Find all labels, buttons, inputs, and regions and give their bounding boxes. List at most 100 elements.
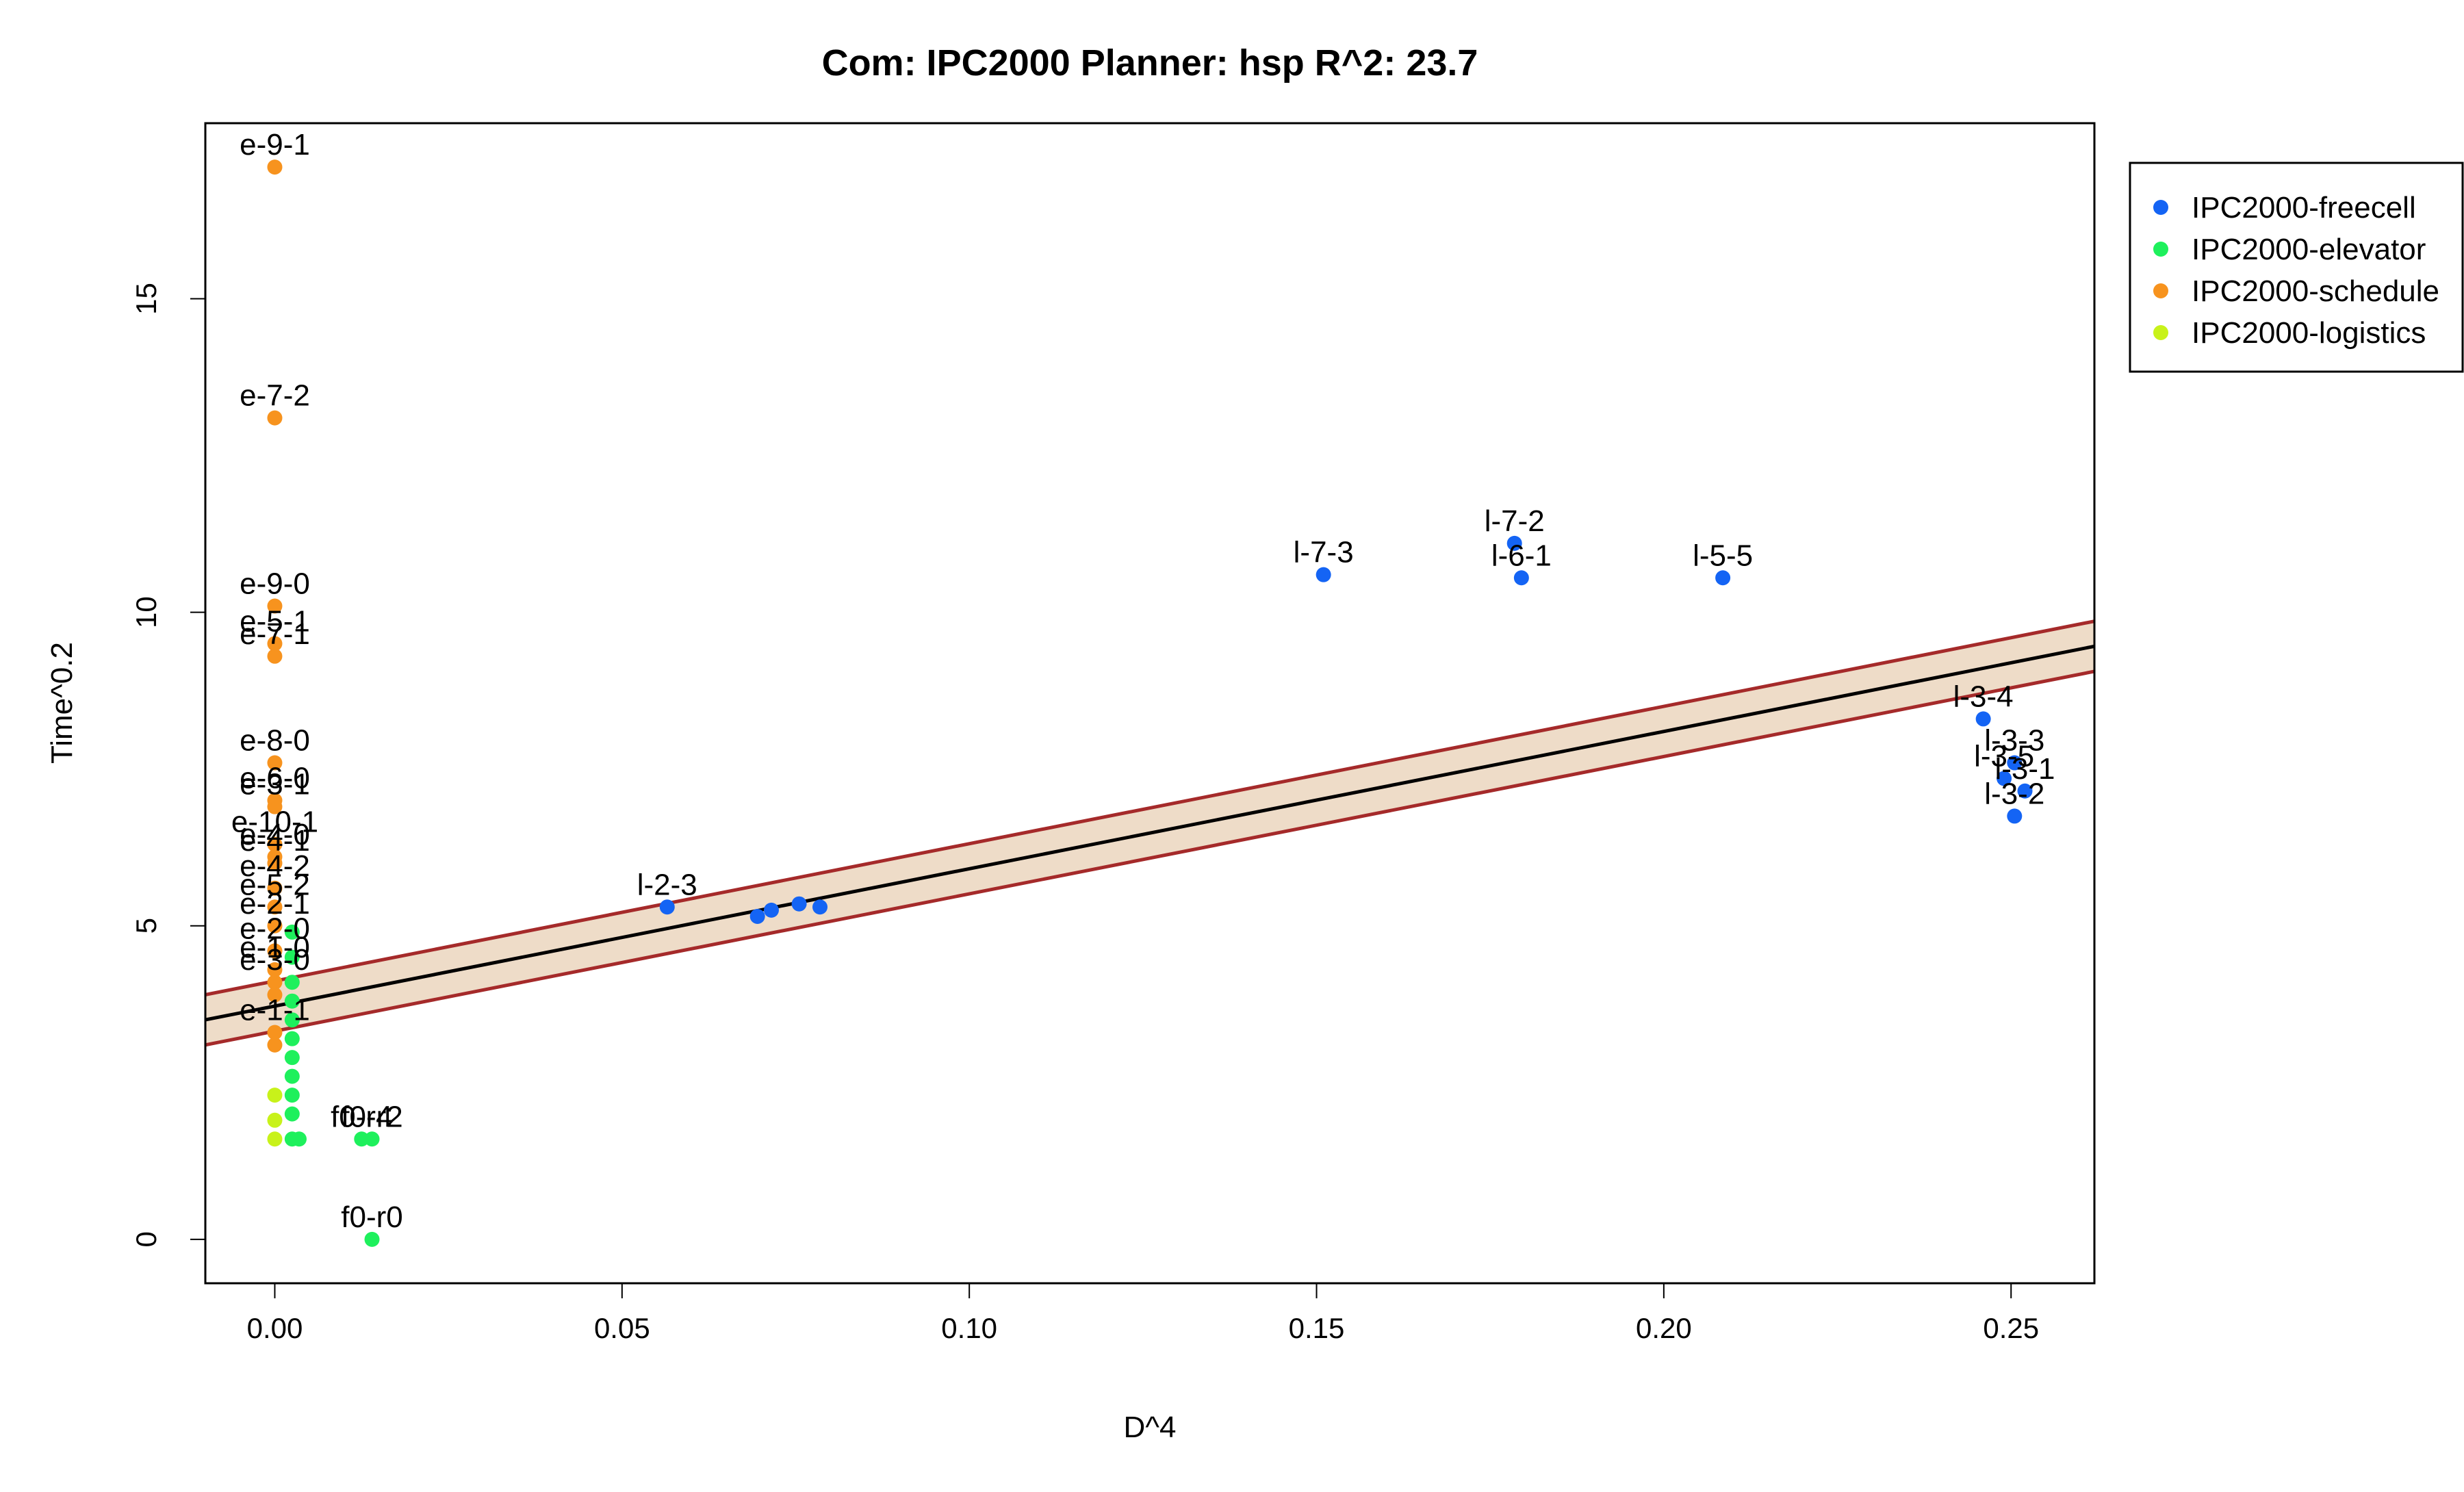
point-label: e-5-1 [240, 604, 310, 638]
point-ipc2000-schedule [267, 648, 283, 664]
point-ipc2000-elevator [284, 1050, 300, 1066]
point-label: e-8-0 [240, 724, 310, 758]
point-ipc2000-freecell [1975, 711, 1991, 727]
x-tick-label: 0.20 [1636, 1312, 1692, 1344]
x-tick-label: 0.10 [941, 1312, 997, 1344]
point-ipc2000-schedule [267, 836, 283, 852]
point-ipc2000-freecell [2007, 808, 2023, 824]
point-label: l-3-4 [1953, 680, 2014, 713]
y-tick-label: 15 [130, 283, 162, 315]
legend-box [2129, 162, 2464, 373]
point-ipc2000-elevator [291, 1131, 307, 1147]
legend: IPC2000-freecell IPC2000-elevator IPC2000-… [2129, 162, 2464, 373]
point-label: l-5-5 [1693, 539, 1753, 572]
point-label: e-4-1 [240, 824, 310, 858]
point-ipc2000-elevator [284, 1012, 300, 1028]
point-ipc2000-schedule [267, 962, 283, 977]
point-ipc2000-elevator [284, 993, 300, 1009]
point-label: l-6-1 [1491, 539, 1552, 572]
point-ipc2000-freecell [812, 899, 828, 915]
point-ipc2000-schedule [267, 987, 283, 1003]
point-ipc2000-freecell [1316, 567, 1331, 582]
point-ipc2000-elevator [284, 975, 300, 990]
point-ipc2000-freecell [1513, 570, 1529, 586]
point-ipc2000-schedule [267, 975, 283, 990]
point-label: l-3-3 [1984, 724, 2044, 758]
point-ipc2000-freecell [1506, 535, 1522, 551]
point-ipc2000-schedule [267, 636, 283, 652]
point-label: e-1-0 [240, 931, 310, 964]
point-ipc2000-freecell [791, 896, 807, 912]
point-label: l-3-2 [1984, 777, 2044, 810]
legend-marker [2153, 325, 2168, 340]
point-labels: l-2-3 l-7-3 l-7-2l-6-1 l-5-5 l-3-4 l-3-3l-3-5… [231, 128, 2055, 1234]
y-tick-label: 10 [130, 596, 162, 628]
point-ipc2000-freecell [2007, 755, 2023, 771]
point-ipc2000-schedule [267, 755, 283, 771]
x-tick-label: 0.05 [594, 1312, 650, 1344]
point-ipc2000-elevator [364, 1131, 380, 1147]
x-tick-label: 0.15 [1289, 1312, 1345, 1344]
point-ipc2000-freecell [2017, 783, 2033, 799]
fit-line [205, 644, 2094, 1022]
legend-marker [2153, 200, 2168, 215]
y-axis-title: Time^0.2 [45, 642, 79, 764]
band-lower-line [205, 669, 2094, 1047]
point-ipc2000-schedule [267, 410, 283, 426]
point-label: e-4-2 [240, 849, 310, 883]
point-ipc2000-freecell [749, 909, 765, 925]
chart-title: Com: IPC2000 Planner: hsp R^2: 23.7 [822, 42, 1478, 83]
point-ipc2000-schedule [267, 880, 283, 896]
point-label: e-9-1 [240, 128, 310, 162]
x-tick-label: 0.25 [1983, 1312, 2039, 1344]
point-ipc2000-schedule [267, 1025, 283, 1040]
point-label: e-5-2 [240, 868, 310, 901]
point-label: e-4-0 [240, 818, 310, 851]
legend-marker [2153, 242, 2168, 257]
point-label: l-2-3 [637, 868, 697, 901]
point-label: l-7-2 [1485, 504, 1545, 538]
point-ipc2000-schedule [267, 856, 283, 871]
point-ipc2000-elevator [284, 1068, 300, 1084]
x-axis: 0.00 0.05 0.10 0.15 0.20 0.25 [247, 1283, 2039, 1344]
point-label: e-6-0 [240, 762, 310, 795]
point-ipc2000-freecell [1997, 771, 2012, 786]
point-ipc2000-schedule [267, 799, 283, 814]
data-points [267, 159, 2033, 1247]
point-label: e-3-1 [240, 768, 310, 801]
point-ipc2000-schedule [267, 1037, 283, 1053]
point-ipc2000-freecell [659, 899, 675, 915]
point-ipc2000-schedule [267, 899, 283, 915]
point-label: l-3-1 [1995, 752, 2055, 786]
point-ipc2000-elevator [284, 1031, 300, 1046]
legend-label: IPC2000-elevator [2192, 233, 2426, 266]
point-label: e-2-0 [240, 912, 310, 945]
point-label: l-7-3 [1294, 536, 1354, 569]
point-ipc2000-freecell [763, 902, 779, 918]
point-ipc2000-logistics [267, 1088, 283, 1103]
point-ipc2000-elevator [284, 924, 300, 940]
point-label: e-10-1 [231, 806, 318, 839]
x-tick-label: 0.00 [247, 1312, 303, 1344]
point-ipc2000-elevator [284, 1106, 300, 1122]
x-axis-title: D^4 [1124, 1411, 1177, 1444]
legend-label: IPC2000-schedule [2192, 274, 2439, 308]
y-tick-label: 5 [130, 918, 162, 934]
point-ipc2000-freecell [1715, 570, 1731, 586]
point-ipc2000-schedule [267, 598, 283, 614]
point-ipc2000-elevator [284, 1088, 300, 1103]
y-tick-label: 0 [130, 1231, 162, 1247]
y-axis: 0 5 10 15 [130, 283, 206, 1248]
point-label: l-3-5 [1974, 739, 2034, 773]
point-ipc2000-elevator [364, 1231, 380, 1247]
point-ipc2000-elevator [354, 1131, 370, 1147]
band-upper-line [205, 619, 2094, 996]
legend-marker [2153, 283, 2168, 298]
point-ipc2000-logistics [267, 1131, 283, 1147]
point-ipc2000-schedule [267, 159, 283, 175]
point-label: e-3-0 [240, 943, 310, 977]
point-label: e-2-1 [240, 887, 310, 921]
point-label: e-1-1 [240, 994, 310, 1027]
